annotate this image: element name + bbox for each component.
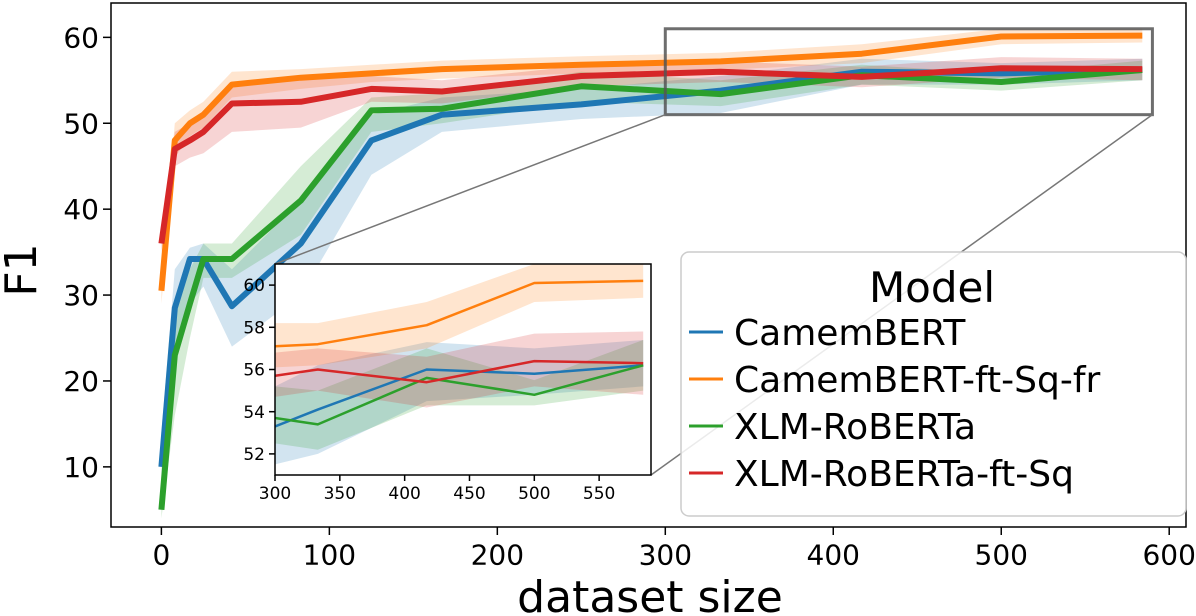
legend-items: CamemBERT CamemBERT-ft-Sq-fr XLM-RoBERTa XL…: [689, 313, 1101, 495]
main-series-line-0: [158, 67, 1143, 468]
inset-series-band-0: [275, 340, 644, 465]
legend-label-2: XLM-RoBERTa: [734, 407, 976, 448]
inset-y-tick-label: 58: [243, 318, 265, 338]
inset-x-tick-label: 450: [453, 484, 485, 504]
main-x-tick-label: 0: [152, 538, 170, 571]
inset-series-line-2: [275, 364, 644, 426]
inset-series-band-3: [275, 331, 644, 408]
main-series-line-1: [158, 32, 1143, 292]
main-x-tick-label: 400: [807, 538, 860, 571]
legend: Model CamemBERT CamemBERT-ft-Sq-fr XLM-RoB…: [680, 251, 1187, 517]
legend-label-1: CamemBERT-ft-Sq-fr: [734, 360, 1101, 401]
main-plot: 0 100 200 300 400 500 600 10 20 30 40 50 60: [63, 2, 1196, 571]
inset-series-line-0: [275, 364, 644, 428]
inset-series-line-1: [275, 279, 644, 348]
inset-y-tick-label: 52: [243, 445, 265, 465]
main-y-tick-label: 60: [63, 21, 99, 54]
main-series-line-3: [158, 65, 1143, 244]
inset-series-line-3: [275, 359, 644, 384]
main-y-tick-label: 40: [63, 193, 99, 226]
main-x-tick-label: 300: [639, 538, 692, 571]
legend-label-0: CamemBERT: [734, 313, 966, 354]
inset-x-tick-label: 350: [324, 484, 356, 504]
inset-plot: 300 350 400 450 500 550 52 54 56 58 60: [243, 263, 652, 504]
inset-series-band-2: [275, 340, 644, 450]
legend-title: Model: [869, 263, 995, 312]
x-axis-label: dataset size: [517, 572, 783, 616]
main-x-tick-label: 200: [471, 538, 524, 571]
main-y-tick-label: 30: [63, 279, 99, 312]
inset-y-tick-label: 56: [243, 361, 265, 381]
inset-y-tick-label: 54: [243, 403, 265, 423]
zoom-rectangle: [663, 27, 1154, 117]
inset-x-tick-label: 300: [259, 484, 291, 504]
inset-x-tick-label: 400: [388, 484, 420, 504]
inset-y-tick-label: 60: [243, 276, 265, 296]
main-y-tick-label: 20: [63, 365, 99, 398]
main-x-tick-label: 600: [1142, 538, 1195, 571]
main-x-tick-label: 500: [975, 538, 1028, 571]
main-y-tick-label: 50: [63, 107, 99, 140]
legend-frame: [680, 251, 1187, 517]
y-axis-label: F1: [0, 243, 47, 296]
inset-x-tick-label: 500: [518, 484, 550, 504]
inset-series-band-1: [275, 264, 644, 368]
inset-frame: [274, 263, 652, 476]
main-y-tick-label: 10: [63, 451, 99, 484]
main-x-tick-label: 100: [303, 538, 356, 571]
inset-x-tick-label: 550: [583, 484, 615, 504]
legend-label-3: XLM-RoBERTa-ft-Sq: [734, 454, 1074, 495]
zoom-connector: [274, 113, 666, 265]
